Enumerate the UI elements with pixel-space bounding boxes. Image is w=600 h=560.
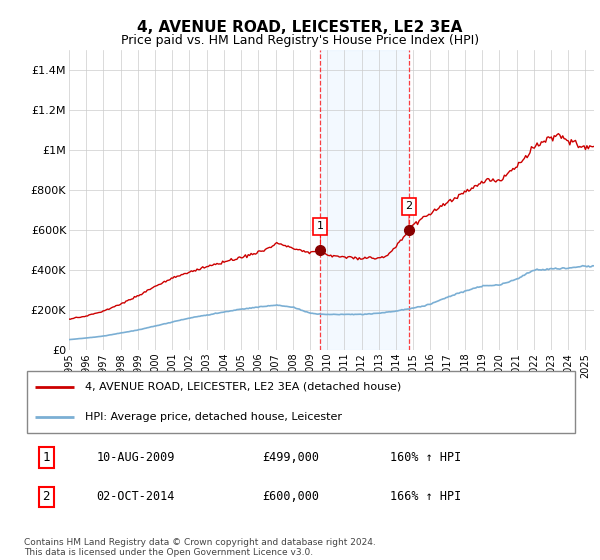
FancyBboxPatch shape (27, 371, 575, 433)
Text: £600,000: £600,000 (263, 491, 320, 503)
Text: Price paid vs. HM Land Registry's House Price Index (HPI): Price paid vs. HM Land Registry's House … (121, 34, 479, 46)
Text: 10-AUG-2009: 10-AUG-2009 (96, 451, 175, 464)
Text: 1: 1 (317, 221, 324, 231)
Text: 166% ↑ HPI: 166% ↑ HPI (391, 491, 461, 503)
Text: 2: 2 (406, 201, 413, 211)
Text: 4, AVENUE ROAD, LEICESTER, LE2 3EA: 4, AVENUE ROAD, LEICESTER, LE2 3EA (137, 20, 463, 35)
Text: 02-OCT-2014: 02-OCT-2014 (96, 491, 175, 503)
Text: 2: 2 (43, 491, 50, 503)
Text: 4, AVENUE ROAD, LEICESTER, LE2 3EA (detached house): 4, AVENUE ROAD, LEICESTER, LE2 3EA (deta… (85, 382, 401, 392)
Text: Contains HM Land Registry data © Crown copyright and database right 2024.
This d: Contains HM Land Registry data © Crown c… (24, 538, 376, 557)
Bar (320, 50, 409, 350)
Text: £499,000: £499,000 (263, 451, 320, 464)
Text: 160% ↑ HPI: 160% ↑ HPI (391, 451, 461, 464)
Text: HPI: Average price, detached house, Leicester: HPI: Average price, detached house, Leic… (85, 412, 342, 422)
Text: 1: 1 (43, 451, 50, 464)
